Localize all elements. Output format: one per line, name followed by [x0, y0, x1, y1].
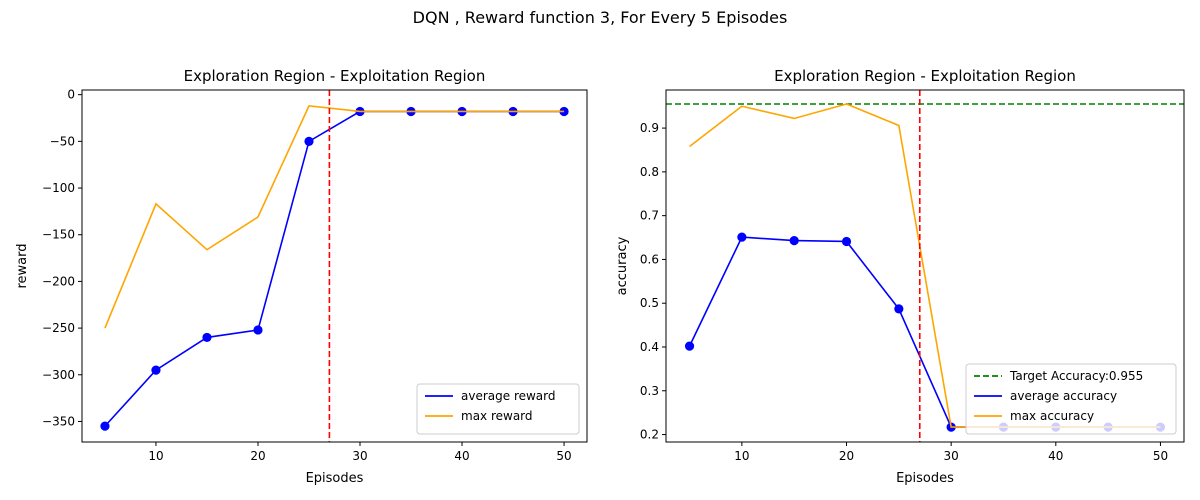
x-tick-label: 50 [1153, 449, 1168, 463]
legend-label: Target Accuracy:0.955 [1009, 369, 1143, 383]
y-tick-label: −150 [42, 228, 75, 242]
y-tick-label: 0.7 [640, 209, 659, 223]
legend: average reward max reward [416, 383, 580, 435]
series-line-2 [104, 105, 565, 329]
y-tick-label: −50 [50, 134, 75, 148]
y-tick-label: −300 [42, 368, 75, 382]
legend-box [965, 363, 1177, 435]
legend: Target Accuracy:0.955 average accuracy max… [965, 363, 1177, 435]
plot-area [100, 90, 569, 442]
legend-label: average accuracy [1010, 389, 1117, 403]
y-tick-label: 0.4 [640, 340, 659, 354]
data-point [737, 232, 747, 242]
x-tick-label: 50 [556, 449, 571, 463]
legend-box [416, 383, 580, 435]
data-point [202, 332, 212, 343]
y-tick-label: 0.6 [640, 252, 659, 266]
data-point [894, 304, 904, 314]
y-tick-label: 0.8 [640, 165, 659, 179]
x-axis-label: Episodes [306, 471, 364, 486]
chart-panel-1: Exploration Region - Exploitation Region… [15, 67, 588, 486]
data-point [789, 236, 799, 246]
chart-title: Exploration Region - Exploitation Region [184, 67, 486, 85]
chart-title: Exploration Region - Exploitation Region [774, 67, 1076, 85]
x-tick-label: 40 [454, 449, 469, 463]
y-tick-label: 0.3 [640, 384, 659, 398]
x-axis-label: Episodes [896, 471, 954, 486]
y-axis-label: reward [15, 243, 30, 288]
axes-frame [81, 89, 588, 443]
data-point [151, 365, 161, 375]
x-tick-label: 40 [1048, 449, 1063, 463]
data-point [841, 236, 852, 247]
y-tick-label: −100 [42, 181, 75, 195]
y-axis-label: accuracy [615, 236, 630, 295]
legend-label: max accuracy [1010, 409, 1094, 423]
x-tick-label: 20 [250, 449, 265, 463]
axes-frame [665, 89, 1185, 443]
x-tick-label: 30 [352, 449, 367, 463]
y-tick-label: 0.5 [640, 296, 659, 310]
x-tick-label: 10 [148, 449, 163, 463]
y-tick-label: 0.9 [640, 121, 659, 135]
figure-title: DQN , Reward function 3, For Every 5 Epi… [412, 8, 788, 27]
legend-label: average reward [461, 389, 556, 403]
data-point [684, 341, 695, 351]
data-point [253, 325, 263, 335]
y-tick-label: −350 [42, 414, 75, 428]
y-tick-label: −200 [42, 274, 75, 288]
series-line-1 [104, 110, 565, 427]
x-tick-label: 30 [944, 449, 959, 463]
y-tick-label: 0 [67, 88, 75, 102]
legend-label: max reward [461, 409, 533, 423]
data-point [100, 421, 110, 431]
x-tick-label: 10 [734, 449, 749, 463]
y-tick-label: −250 [42, 321, 75, 335]
data-point [304, 136, 314, 146]
y-tick-label: 0.2 [640, 428, 659, 442]
x-tick-label: 20 [839, 449, 854, 463]
chart-panel-2: Exploration Region - Exploitation Region… [615, 67, 1185, 486]
